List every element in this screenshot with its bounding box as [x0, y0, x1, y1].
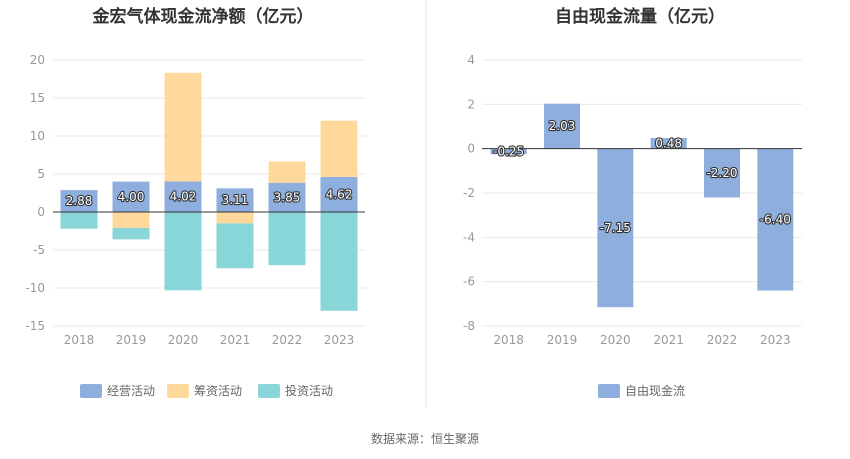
bar: [268, 161, 306, 183]
chart2-title: 自由现金流量（亿元）: [555, 6, 725, 27]
y-tick-label: 10: [30, 129, 45, 143]
y-tick-label: 0: [467, 142, 475, 156]
data-label: -6.40: [760, 213, 791, 227]
legend-swatch: [258, 384, 280, 398]
chart1-title: 金宏气体现金流净额（亿元）: [92, 6, 314, 27]
x-tick-label: 2023: [760, 333, 791, 347]
bar: [112, 212, 150, 228]
y-tick-label: -4: [463, 230, 475, 244]
data-label: -0.25: [493, 144, 524, 158]
data-label: 0.48: [655, 136, 682, 150]
legend-label: 投资活动: [285, 383, 333, 398]
y-tick-label: -6: [463, 275, 475, 289]
legend-swatch: [80, 384, 102, 398]
bar: [650, 138, 687, 149]
bar: [320, 120, 358, 177]
bar: [320, 212, 358, 311]
bar: [268, 182, 306, 212]
y-tick-label: -15: [25, 319, 45, 333]
x-tick-label: 2018: [493, 333, 524, 347]
x-tick-label: 2018: [64, 333, 95, 347]
x-tick-label: 2022: [707, 333, 738, 347]
bar: [112, 181, 150, 212]
x-tick-label: 2022: [272, 333, 303, 347]
legend-swatch: [598, 384, 620, 398]
x-tick-label: 2021: [653, 333, 684, 347]
bar: [704, 148, 740, 198]
bar: [216, 223, 254, 269]
bar: [544, 103, 580, 149]
data-label: 2.88: [66, 194, 93, 208]
data-label: -2.20: [706, 166, 737, 180]
bar: [164, 72, 202, 182]
x-tick-label: 2019: [547, 333, 578, 347]
y-tick-label: 5: [37, 167, 45, 181]
y-tick-label: 20: [30, 53, 45, 67]
y-tick-label: -2: [463, 186, 475, 200]
data-label: 4.62: [326, 187, 353, 201]
bar: [164, 181, 202, 212]
x-tick-label: 2023: [324, 333, 355, 347]
y-tick-label: -8: [463, 319, 475, 333]
free-cash-flow-chart: 自由现金流量（亿元） 4 2 0 -2 -4 -6 -8 2018 2019 2020 2021 20…: [463, 6, 802, 398]
y-tick-label: -10: [25, 281, 45, 295]
bar: [320, 176, 358, 212]
bar: [164, 212, 202, 291]
bar: [757, 148, 794, 291]
data-label: 3.85: [274, 190, 301, 204]
source-note: 数据来源：恒生聚源: [371, 431, 479, 446]
bar: [268, 212, 306, 266]
legend-label: 自由现金流: [625, 383, 685, 398]
data-label: 2.03: [549, 119, 576, 133]
bar: [490, 148, 527, 155]
x-tick-label: 2021: [220, 333, 251, 347]
x-tick-label: 2020: [600, 333, 631, 347]
y-tick-label: 2: [467, 97, 475, 111]
legend-swatch: [167, 384, 189, 398]
bar: [216, 188, 254, 212]
y-tick-label: -5: [33, 243, 45, 257]
cash-flow-net-chart: 金宏气体现金流净额（亿元） 20 15 10 5 0 -5 -10 -15 2018 2019 20…: [25, 6, 365, 398]
y-tick-label: 15: [30, 91, 45, 105]
legend-label: 经营活动: [107, 384, 155, 398]
legend-label: 筹资活动: [194, 384, 242, 398]
data-label: -7.15: [600, 221, 631, 235]
data-label: 4.02: [170, 190, 197, 204]
bar: [60, 190, 98, 212]
x-tick-label: 2019: [116, 333, 147, 347]
y-tick-label: 4: [467, 53, 475, 67]
bar: [216, 212, 254, 224]
x-tick-label: 2020: [168, 333, 199, 347]
y-tick-label: 0: [37, 205, 45, 219]
data-label: 4.00: [118, 190, 145, 204]
bar: [60, 212, 98, 229]
bar: [597, 148, 634, 308]
data-label: 3.11: [222, 193, 249, 207]
bar: [112, 227, 150, 240]
